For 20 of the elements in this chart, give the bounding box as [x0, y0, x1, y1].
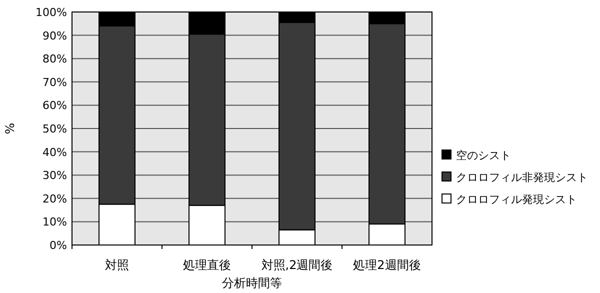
x-tick-label: 処理直後	[183, 258, 231, 272]
legend-label: 空のシスト	[456, 149, 511, 162]
x-tick-label: 処理2週間後	[353, 258, 421, 272]
legend-label: クロロフィル非発現シスト	[456, 171, 588, 184]
y-tick-label: 40%	[42, 146, 67, 159]
y-tick-label: 70%	[42, 76, 67, 89]
y-tick-label: 30%	[42, 169, 67, 182]
y-tick-label: 50%	[42, 122, 67, 136]
x-tick-label: 対照	[105, 258, 129, 272]
y-tick-label: 20%	[42, 192, 67, 206]
y-tick-label: 60%	[42, 99, 67, 112]
y-axis-title: %	[3, 122, 17, 134]
y-tick-label: 0%	[50, 239, 67, 252]
y-tick-label: 90%	[42, 29, 67, 42]
y-tick-label: 10%	[42, 216, 67, 229]
y-tick-label: 100%	[36, 6, 67, 19]
x-axis-title: 分析時間等	[222, 276, 282, 290]
legend-label: クロロフィル発現シスト	[456, 193, 577, 206]
y-tick-label: 80%	[42, 52, 67, 66]
x-tick-label: 対照,2週間後	[261, 258, 333, 272]
